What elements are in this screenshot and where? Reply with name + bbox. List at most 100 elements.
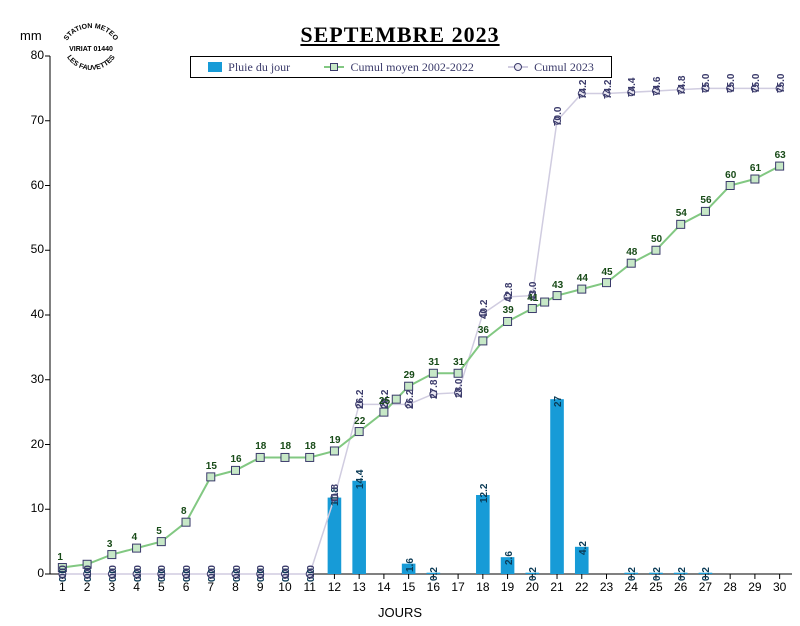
cumul-moyen-label: 36 xyxy=(478,325,489,336)
y-tick-label: 10 xyxy=(14,501,44,515)
cumul-2023-label: 74.2 xyxy=(603,79,614,98)
cumul-moyen-label: 29 xyxy=(404,370,415,381)
cumul-2023-label: 70.0 xyxy=(553,106,564,125)
cumul-moyen-label: 1 xyxy=(57,552,63,563)
x-tick-label: 20 xyxy=(526,580,539,594)
x-tick-label: 26 xyxy=(674,580,687,594)
bar-value-label: 0.2 xyxy=(652,567,663,581)
cumul-moyen-label: 63 xyxy=(775,150,786,161)
cumul-moyen-label: 16 xyxy=(231,454,242,465)
cumul-2023-label: 0.0 xyxy=(58,565,69,579)
cumul-2023-label: 0.0 xyxy=(83,565,94,579)
cumul-2023-label: 0.0 xyxy=(232,565,243,579)
x-tick-label: 17 xyxy=(451,580,464,594)
x-tick-label: 15 xyxy=(402,580,415,594)
cumul-2023-label: 75.0 xyxy=(751,74,762,93)
x-axis-label: JOURS xyxy=(0,605,800,620)
cumul-2023-label: 26.2 xyxy=(355,390,366,409)
bar-value-label: 0.2 xyxy=(701,567,712,581)
y-tick-label: 80 xyxy=(14,48,44,62)
x-tick-label: 22 xyxy=(575,580,588,594)
cumul-2023-label: 0.0 xyxy=(157,565,168,579)
cumul-2023-label: 42.8 xyxy=(504,282,515,301)
bar-value-label: 0.2 xyxy=(627,567,638,581)
cumul-2023-label: 0.0 xyxy=(256,565,267,579)
x-tick-label: 6 xyxy=(183,580,190,594)
cumul-moyen-label: 31 xyxy=(428,357,439,368)
cumul-moyen-label: 43 xyxy=(552,280,563,291)
y-tick-label: 0 xyxy=(14,566,44,580)
bar-value-label: 1.6 xyxy=(405,558,416,572)
bar-value-label: 0.2 xyxy=(677,567,688,581)
cumul-2023-label: 40.2 xyxy=(479,299,490,318)
x-tick-label: 21 xyxy=(550,580,563,594)
cumul-moyen-label: 45 xyxy=(602,267,613,278)
y-tick-label: 40 xyxy=(14,307,44,321)
cumul-moyen-label: 4 xyxy=(132,532,138,543)
cumul-moyen-label: 19 xyxy=(329,435,340,446)
cumul-moyen-label: 60 xyxy=(725,170,736,181)
cumul-moyen-label: 31 xyxy=(453,357,464,368)
bar-value-label: 27 xyxy=(553,396,564,407)
cumul-moyen-label: 18 xyxy=(255,441,266,452)
x-tick-label: 1 xyxy=(59,580,66,594)
chart-container: SEPTEMBRE 2023 STATION METEO LES FAUVETT… xyxy=(0,0,800,626)
x-tick-label: 11 xyxy=(303,580,315,594)
cumul-2023-label: 0.0 xyxy=(207,565,218,579)
cumul-moyen-label: 39 xyxy=(503,305,514,316)
x-tick-label: 13 xyxy=(352,580,365,594)
cumul-2023-label: 0.0 xyxy=(306,565,317,579)
cumul-moyen-label: 22 xyxy=(354,416,365,427)
x-tick-label: 19 xyxy=(501,580,514,594)
cumul-2023-label: 75.0 xyxy=(726,74,737,93)
cumul-moyen-label: 48 xyxy=(626,247,637,258)
bar-value-label: 12.2 xyxy=(479,484,490,503)
cumul-2023-label: 75.0 xyxy=(776,74,787,93)
cumul-2023-label: 11.8 xyxy=(330,484,341,503)
x-tick-label: 7 xyxy=(207,580,214,594)
x-tick-label: 14 xyxy=(377,580,390,594)
x-tick-label: 24 xyxy=(625,580,638,594)
y-tick-label: 20 xyxy=(14,437,44,451)
x-tick-label: 10 xyxy=(278,580,291,594)
x-tick-label: 18 xyxy=(476,580,489,594)
cumul-2023-label: 74.6 xyxy=(652,76,663,95)
y-tick-label: 70 xyxy=(14,113,44,127)
cumul-2023-label: 0.0 xyxy=(281,565,292,579)
x-tick-label: 27 xyxy=(699,580,712,594)
cumul-2023-label: 26.2 xyxy=(405,390,416,409)
cumul-moyen-label: 5 xyxy=(156,526,162,537)
cumul-moyen-label: 41 xyxy=(527,293,538,304)
cumul-2023-label: 74.2 xyxy=(578,79,589,98)
x-tick-label: 8 xyxy=(232,580,239,594)
cumul-moyen-label: 25 xyxy=(379,396,390,407)
x-tick-label: 28 xyxy=(723,580,736,594)
cumul-moyen-label: 61 xyxy=(750,163,761,174)
bar-value-label: 2.6 xyxy=(504,551,515,565)
cumul-moyen-label: 3 xyxy=(107,539,113,550)
x-tick-label: 3 xyxy=(108,580,115,594)
y-tick-label: 30 xyxy=(14,372,44,386)
cumul-moyen-label: 18 xyxy=(305,441,316,452)
x-tick-label: 30 xyxy=(773,580,786,594)
y-tick-label: 60 xyxy=(14,178,44,192)
x-tick-label: 25 xyxy=(649,580,662,594)
x-tick-label: 5 xyxy=(158,580,165,594)
x-tick-label: 12 xyxy=(328,580,341,594)
cumul-2023-label: 74.4 xyxy=(627,78,638,97)
cumul-moyen-label: 15 xyxy=(206,461,217,472)
x-tick-label: 29 xyxy=(748,580,761,594)
bar-value-label: 0.2 xyxy=(528,567,539,581)
cumul-moyen-label: 54 xyxy=(676,208,687,219)
bar-value-label: 4.2 xyxy=(578,541,589,555)
cumul-2023-label: 27.8 xyxy=(429,380,440,399)
x-tick-label: 2 xyxy=(84,580,91,594)
cumul-2023-label: 0.0 xyxy=(182,565,193,579)
cumul-moyen-label: 56 xyxy=(700,195,711,206)
cumul-moyen-label: 44 xyxy=(577,273,588,284)
x-tick-label: 9 xyxy=(257,580,264,594)
cumul-moyen-label: 18 xyxy=(280,441,291,452)
cumul-2023-label: 28.0 xyxy=(454,378,465,397)
x-tick-label: 23 xyxy=(600,580,613,594)
x-tick-label: 4 xyxy=(133,580,140,594)
